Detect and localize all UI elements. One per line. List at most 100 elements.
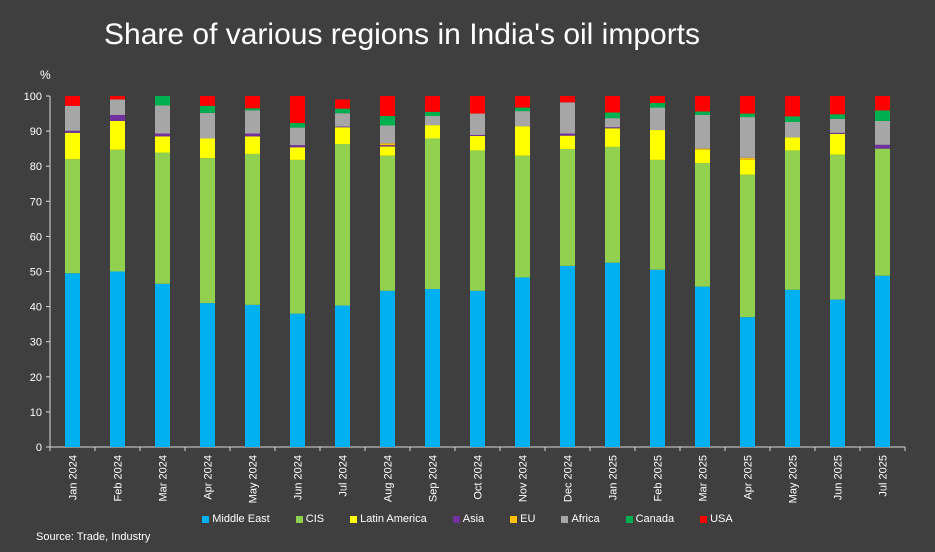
legend-swatch (625, 515, 633, 523)
legend-swatch (510, 515, 518, 523)
bar-segment-usa (380, 96, 395, 117)
x-tick-label: Feb 2025 (653, 455, 665, 501)
source-note: Source: Trade, Industry (36, 531, 151, 543)
bar-segment-asia (605, 127, 620, 129)
legend-swatch (295, 515, 303, 523)
bar-segment-canada (785, 116, 800, 122)
bar-segment-cis (650, 159, 665, 270)
bar-segment-middle-east (155, 283, 170, 447)
bar-segment-africa (560, 102, 575, 134)
bar-segment-canada (200, 105, 215, 113)
bar-segment-africa (155, 105, 170, 134)
x-tick-label: Oct 2024 (473, 455, 485, 500)
bar-segment-cis (245, 153, 260, 305)
bar-segment-usa (200, 96, 215, 106)
bar-segment-middle-east (335, 305, 350, 447)
bar-segment-africa (470, 113, 485, 135)
y-tick-label: 0 (36, 442, 42, 454)
bar-segment-cis (875, 148, 890, 276)
bar-segment-middle-east (740, 317, 755, 447)
bar-segment-africa (65, 105, 80, 131)
x-tick-label: Apr 2024 (203, 455, 215, 500)
bar-segment-asia (560, 133, 575, 136)
bar-segment-usa (65, 96, 80, 106)
bar-segment-canada (695, 111, 710, 115)
bar-segment-middle-east (110, 271, 125, 447)
bar-segment-africa (200, 112, 215, 139)
bar-segment-cis (155, 152, 170, 284)
legend-item-asia: Asia (452, 513, 484, 525)
legend-label: Middle East (212, 513, 270, 525)
y-axis-unit-label: % (40, 68, 51, 82)
bar-segment-latin-america (335, 127, 350, 145)
bar-segment-africa (380, 125, 395, 144)
bar-segment-usa (695, 96, 710, 112)
bar-segment-asia (290, 145, 305, 148)
x-tick-label: Sep 2024 (428, 455, 440, 502)
bar-segment-cis (380, 155, 395, 291)
bar-segment-usa (470, 96, 485, 114)
x-tick-label: Mar 2024 (158, 455, 170, 501)
bar-segment-africa (425, 116, 440, 126)
x-tick-label: May 2025 (788, 455, 800, 503)
bar-segment-latin-america (515, 126, 530, 156)
x-tick-label: Apr 2025 (743, 455, 755, 500)
bar-segment-latin-america (245, 136, 260, 154)
bar-segment-usa (650, 96, 665, 104)
x-tick-label: Mar 2025 (698, 455, 710, 501)
bar-segment-africa (245, 110, 260, 134)
y-tick-label: 50 (30, 267, 42, 279)
bar-segment-cis (695, 163, 710, 287)
bar-segment-africa (740, 117, 755, 158)
legend-item-canada: Canada (625, 513, 675, 525)
bar-segment-asia (335, 126, 350, 128)
legend-label: EU (520, 513, 536, 525)
bar-segment-canada (650, 103, 665, 108)
bar-segment-canada (740, 113, 755, 118)
legend-label: Africa (571, 513, 600, 525)
bar-segment-canada (875, 110, 890, 121)
bar-segment-asia (380, 145, 395, 147)
legend-swatch (700, 515, 708, 523)
x-tick-label: Jul 2024 (338, 455, 350, 497)
legend: Middle East CIS Latin America Asia EU Africa C… (0, 513, 935, 525)
bar-segment-canada (290, 123, 305, 128)
x-tick-label: Jan 2024 (68, 455, 80, 500)
bar-segment-middle-east (290, 313, 305, 447)
y-tick-label: 90 (30, 126, 42, 138)
bar-segment-usa (785, 96, 800, 117)
bar-segment-africa (785, 121, 800, 138)
legend-item-africa: Africa (561, 513, 600, 525)
bar-segment-latin-america (65, 132, 80, 160)
bar-segment-asia (245, 133, 260, 137)
bar-segment-latin-america (200, 138, 215, 159)
y-tick-label: 70 (30, 196, 42, 208)
bar-segment-africa (290, 127, 305, 146)
x-tick-label: May 2024 (248, 455, 260, 503)
bar-segment-usa (335, 99, 350, 109)
bar-segment-usa (425, 96, 440, 112)
bar-segment-usa (515, 96, 530, 108)
legend-label: Canada (635, 513, 675, 525)
bar-segment-asia (155, 133, 170, 137)
legend-label: Latin America (360, 513, 427, 525)
x-tick-label: Dec 2024 (563, 455, 575, 502)
bar-segment-middle-east (380, 290, 395, 447)
x-tick-label: Feb 2024 (113, 455, 125, 501)
x-tick-label: Jan 2025 (608, 455, 620, 500)
bar-segment-africa (515, 111, 530, 127)
bar-segment-cis (515, 155, 530, 278)
bar-segment-middle-east (695, 286, 710, 447)
bar-segment-eu (380, 143, 395, 146)
bar-segment-middle-east (650, 269, 665, 447)
bar-segment-latin-america (155, 136, 170, 153)
legend-item-eu: EU (510, 513, 535, 525)
legend-item-latin-america: Latin America (350, 513, 427, 525)
bar-segment-usa (740, 96, 755, 114)
legend-swatch (452, 515, 460, 523)
bar-segment-africa (650, 107, 665, 131)
bar-segment-cis (65, 159, 80, 274)
legend-swatch (350, 515, 358, 523)
x-tick-label: Jun 2024 (293, 455, 305, 500)
